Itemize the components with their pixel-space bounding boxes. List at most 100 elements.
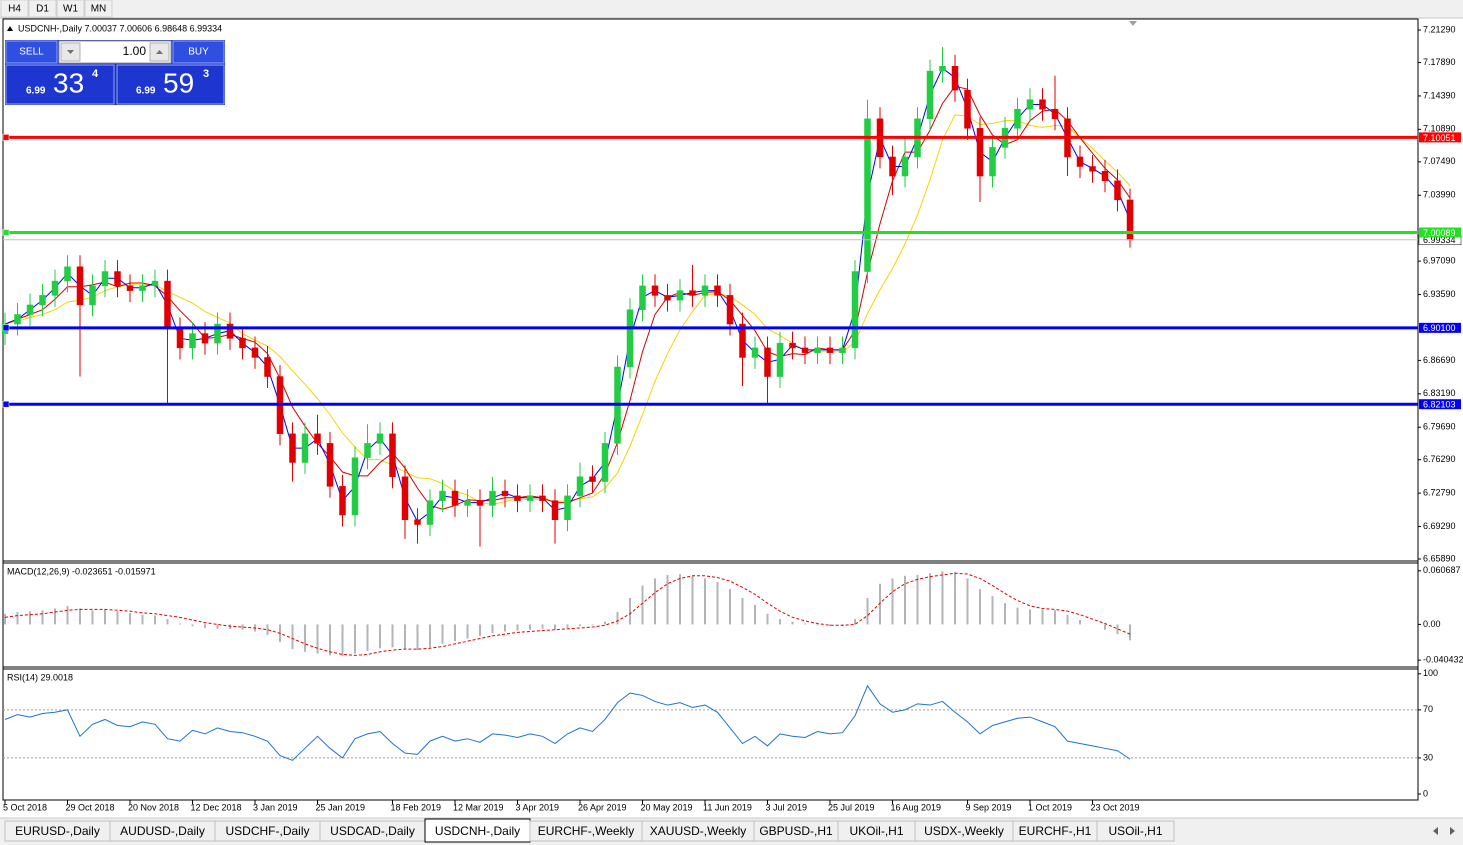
candle-body xyxy=(14,314,21,325)
x-tick-label: 1 Oct 2019 xyxy=(1028,802,1072,812)
tab-label: XAUUSD-,Weekly xyxy=(650,824,746,838)
y-tick-label: 6.93590 xyxy=(1423,289,1456,299)
ask-pips: 59 xyxy=(163,67,194,98)
candle-body xyxy=(776,342,784,377)
ask-big: 6.99 xyxy=(136,86,156,97)
candle-body xyxy=(1114,180,1121,201)
tab-label: USDCNH-,Daily xyxy=(435,824,520,838)
candle-body xyxy=(76,266,84,306)
candle-body xyxy=(464,500,471,506)
candle-body xyxy=(989,147,996,177)
candle-body xyxy=(376,433,384,444)
candle-body xyxy=(839,347,846,353)
lot-value: 1.00 xyxy=(123,44,147,58)
x-tick-label: 5 Oct 2018 xyxy=(3,802,47,812)
timeframe-buttons: H4 D1 W1 MN xyxy=(0,0,113,18)
line-label-box xyxy=(1419,322,1461,333)
candle-body xyxy=(439,490,446,501)
candle-body xyxy=(726,295,734,325)
tab-scroll-left[interactable] xyxy=(1433,827,1438,835)
ask-box[interactable] xyxy=(116,64,225,105)
candle-body xyxy=(414,519,421,525)
candle-body xyxy=(1026,99,1034,110)
candle-body xyxy=(676,290,684,301)
x-tick-label: 20 May 2019 xyxy=(641,802,693,812)
candle-body xyxy=(339,486,346,516)
y-tick-label: 6.69290 xyxy=(1423,521,1456,531)
candle-body xyxy=(401,476,409,521)
candle-body xyxy=(201,333,209,344)
tab[interactable] xyxy=(1096,820,1175,842)
candle-body xyxy=(39,295,46,306)
y-tick-label: 0 xyxy=(1423,788,1428,798)
x-tick-label: 3 Jan 2019 xyxy=(253,802,298,812)
shift-marker xyxy=(1129,21,1137,26)
y-tick-label: 30 xyxy=(1423,752,1433,762)
candle-body xyxy=(664,295,671,301)
candle-body xyxy=(926,70,934,120)
line-label: 6.82103 xyxy=(1423,400,1456,410)
candle-body xyxy=(114,271,121,287)
sell-label: SELL xyxy=(19,47,44,58)
buy-button[interactable] xyxy=(172,40,225,64)
candle-body xyxy=(289,433,296,463)
tab-label: AUDUSD-,Daily xyxy=(120,824,205,838)
candle-body xyxy=(976,128,984,177)
candle-body xyxy=(26,304,34,315)
y-tick-label: 6.76290 xyxy=(1423,454,1456,464)
candle-body xyxy=(164,280,171,330)
candle-body xyxy=(801,347,809,353)
lot-input[interactable] xyxy=(58,40,172,64)
candle-body xyxy=(576,476,584,497)
timeframe-button[interactable] xyxy=(28,0,57,18)
y-tick-label: 6.79690 xyxy=(1423,422,1456,432)
line-anchor xyxy=(2,400,10,408)
line-label-box xyxy=(1419,132,1461,143)
tab-label: USDX-,Weekly xyxy=(924,824,1004,838)
bid-label: 6.99334 xyxy=(1423,235,1456,245)
candle-body xyxy=(251,347,259,358)
candle-body xyxy=(389,433,396,478)
y-tick-label: 6.65890 xyxy=(1423,553,1456,563)
candle-body xyxy=(301,433,309,463)
candle-body xyxy=(739,323,746,358)
x-tick-label: 29 Oct 2018 xyxy=(66,802,115,812)
x-tick-label: 12 Dec 2018 xyxy=(191,802,242,812)
bid-box[interactable] xyxy=(5,64,115,105)
y-tick-label: 0.060687 xyxy=(1423,565,1461,575)
x-tick-label: 3 Jul 2019 xyxy=(766,802,808,812)
line-label: 7.10051 xyxy=(1423,133,1456,143)
candle-body xyxy=(1039,99,1046,110)
x-tick-label: 16 Aug 2019 xyxy=(891,802,942,812)
y-tick-label: 0.00 xyxy=(1423,619,1441,629)
x-tick-label: 9 Sep 2019 xyxy=(966,802,1012,812)
bid-big: 6.99 xyxy=(26,86,46,97)
timeframe-button[interactable] xyxy=(84,0,113,18)
y-tick-label: 7.07490 xyxy=(1423,156,1456,166)
x-tick-label: 3 Apr 2019 xyxy=(516,802,560,812)
y-tick-label: 6.83190 xyxy=(1423,388,1456,398)
timeframe-label: H4 xyxy=(8,4,21,15)
timeframe-button[interactable] xyxy=(56,0,85,18)
x-tick-label: 25 Jul 2019 xyxy=(828,802,875,812)
candle-body xyxy=(851,271,859,349)
timeframe-button[interactable] xyxy=(0,0,29,18)
candle-body xyxy=(239,338,246,349)
timeframe-label: MN xyxy=(91,4,107,15)
tab-scroll-right[interactable] xyxy=(1450,827,1455,835)
indicator-title: RSI(14) 29.0018 xyxy=(7,672,73,682)
candle-body xyxy=(151,280,159,287)
candle-body xyxy=(89,285,96,306)
tab-label: USDCAD-,Daily xyxy=(330,824,415,838)
candle-body xyxy=(964,89,971,129)
sell-button[interactable] xyxy=(5,40,58,64)
candle-body xyxy=(714,285,721,296)
y-tick-label: 6.97090 xyxy=(1423,255,1456,265)
y-tick-label: 100 xyxy=(1423,668,1438,678)
candle-body xyxy=(789,342,796,349)
candle-body xyxy=(689,290,696,296)
candle-body xyxy=(939,66,946,72)
candle-body xyxy=(139,285,146,291)
tab-label: EURCHF-,Weekly xyxy=(538,824,634,838)
